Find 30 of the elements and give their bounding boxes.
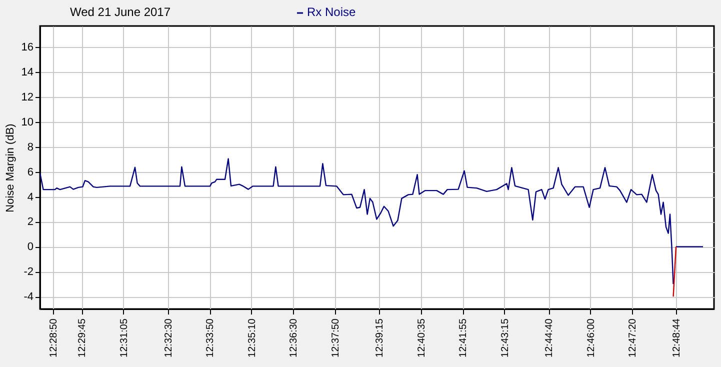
x-tick-label: 12:39:15 [374, 318, 386, 358]
x-tick-label: 12:46:00 [586, 318, 597, 358]
x-tick-label: 12:31:05 [118, 318, 130, 358]
x-tick-label: 12:35:10 [246, 318, 258, 358]
legend-label: Rx Noise [307, 5, 356, 19]
x-tick-label: 12:48:44 [672, 318, 682, 358]
y-tick-label: 12 [21, 92, 34, 104]
x-tick-label: 12:33:50 [205, 318, 216, 358]
chart-title: Wed 21 June 2017 [70, 5, 171, 19]
x-tick-label: 12:32:30 [163, 318, 174, 358]
x-tick-label: 12:44:40 [544, 318, 556, 358]
x-tick-label: 12:36:30 [288, 318, 300, 358]
y-axis-title: Noise Margin (dB) [4, 124, 16, 212]
y-tick-label: 6 [27, 166, 34, 178]
x-tick-label: 12:40:35 [416, 318, 428, 358]
y-tick-label: 2 [27, 216, 34, 228]
y-tick-label: 10 [21, 116, 34, 128]
y-tick-label: 8 [27, 141, 34, 154]
y-tick-label: 16 [21, 42, 34, 54]
y-tick-label: -4 [24, 291, 34, 304]
x-tick-label: 12:41:55 [458, 318, 470, 358]
x-tick-label: 12:29:45 [77, 318, 88, 358]
x-tick-label: 12:37:50 [330, 318, 342, 358]
x-tick-label: 12:43:15 [500, 318, 511, 358]
y-tick-label: 14 [21, 66, 34, 79]
x-tick-label: 12:28:50 [48, 318, 60, 358]
y-tick-label: 0 [27, 241, 34, 254]
x-tick-label: 12:47:20 [628, 318, 639, 358]
y-tick-label: 4 [27, 191, 34, 204]
y-tick-label: -2 [24, 266, 34, 278]
